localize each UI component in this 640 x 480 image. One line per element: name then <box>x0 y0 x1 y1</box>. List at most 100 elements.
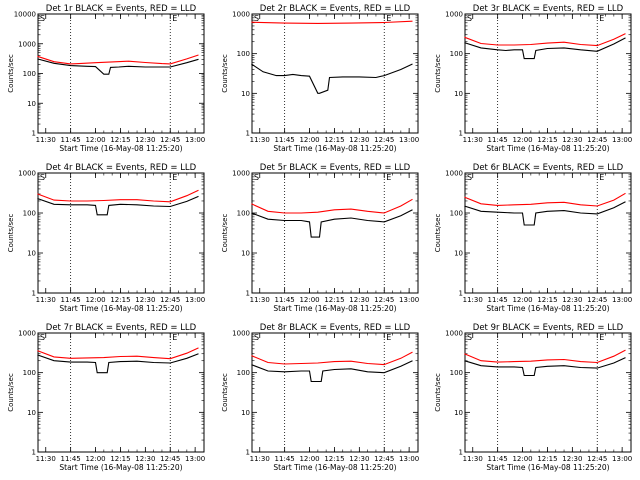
x-tick-label: 12:30 <box>135 455 155 463</box>
end-marker-letter: E <box>386 14 391 23</box>
x-tick-label: 13:00 <box>185 296 205 304</box>
y-tick-label: 100 <box>450 210 463 218</box>
plot-title: Det 1r BLACK = Events, RED = LLD <box>46 4 197 14</box>
end-marker-letter: E <box>599 333 604 342</box>
end-marker-letter: E <box>599 14 604 23</box>
x-tick-label: 11:45 <box>61 455 81 463</box>
x-tick-label: 12:00 <box>85 296 105 304</box>
x-tick-label: 11:30 <box>463 136 483 144</box>
y-tick-label: 1 <box>246 449 250 457</box>
x-tick-label: 12:15 <box>110 136 130 144</box>
y-tick-label: 10000 <box>14 11 36 19</box>
y-axis-label: Counts/sec <box>434 214 442 253</box>
detector-plot: Det 6r BLACK = Events, RED = LLD 1 10 100 10… <box>434 163 632 313</box>
y-tick-label: 100 <box>450 50 463 58</box>
y-tick-label: 1 <box>459 449 463 457</box>
series-line-lld <box>251 20 413 24</box>
x-tick-label: 13:00 <box>399 296 419 304</box>
plot-title: Det 4r BLACK = Events, RED = LLD <box>46 163 197 173</box>
y-tick-label: 100 <box>237 50 250 58</box>
x-tick-label: 12:00 <box>299 455 319 463</box>
x-tick-label: 11:45 <box>275 296 295 304</box>
x-axis-label: Start Time (16-May-08 11:25:20) <box>59 463 182 472</box>
start-marker-letter: S <box>467 14 472 23</box>
detector-plot: Det 9r BLACK = Events, RED = LLD 1 10 100 10… <box>434 323 632 472</box>
x-tick-label: 12:30 <box>562 455 582 463</box>
series-line-lld <box>37 347 199 360</box>
series-line-events <box>464 201 626 226</box>
series-line-events <box>464 357 626 377</box>
x-tick-label: 12:15 <box>324 136 344 144</box>
plot-title: Det 6r BLACK = Events, RED = LLD <box>473 163 624 173</box>
start-marker-letter: S <box>254 173 259 182</box>
y-tick-label: 1000 <box>445 170 463 178</box>
x-tick-label: 12:15 <box>537 455 557 463</box>
x-tick-label: 12:45 <box>160 455 180 463</box>
series-line-events <box>37 58 199 75</box>
y-tick-label: 100 <box>23 210 36 218</box>
x-tick-label: 12:30 <box>562 296 582 304</box>
start-marker-letter: S <box>40 14 45 23</box>
x-tick-label: 12:30 <box>349 296 369 304</box>
end-marker-letter: E <box>172 173 177 182</box>
y-tick-label: 1000 <box>18 330 36 338</box>
start-marker-letter: S <box>254 14 259 23</box>
x-tick-label: 12:30 <box>349 136 369 144</box>
y-axis-label: Counts/sec <box>434 373 442 412</box>
x-tick-label: 12:45 <box>160 136 180 144</box>
x-tick-label: 12:45 <box>587 136 607 144</box>
x-tick-label: 12:15 <box>110 455 130 463</box>
x-tick-label: 13:00 <box>185 136 205 144</box>
x-tick-label: 12:30 <box>135 136 155 144</box>
x-tick-label: 11:45 <box>488 455 508 463</box>
x-axis-label: Start Time (16-May-08 11:25:20) <box>59 144 182 153</box>
plot-frame <box>37 13 205 134</box>
series-line-lld <box>251 198 413 214</box>
x-tick-label: 12:00 <box>299 296 319 304</box>
start-marker-letter: S <box>467 173 472 182</box>
x-tick-label: 12:00 <box>85 136 105 144</box>
x-tick-label: 12:15 <box>324 296 344 304</box>
x-tick-label: 13:00 <box>185 455 205 463</box>
y-tick-label: 1000 <box>232 330 250 338</box>
series-line-events <box>37 353 199 374</box>
x-tick-label: 12:45 <box>160 296 180 304</box>
x-tick-label: 12:45 <box>374 296 394 304</box>
plot-frame <box>37 172 205 294</box>
plot-title: Det 8r BLACK = Events, RED = LLD <box>260 323 411 333</box>
y-tick-label: 10 <box>454 409 463 417</box>
y-tick-label: 10 <box>454 90 463 98</box>
y-tick-label: 1000 <box>445 11 463 19</box>
series-line-events <box>251 63 413 94</box>
x-tick-label: 11:45 <box>488 296 508 304</box>
series-line-lld <box>37 189 199 203</box>
y-tick-label: 10 <box>27 100 36 108</box>
plot-frame <box>251 172 419 294</box>
y-tick-label: 1000 <box>232 11 250 19</box>
end-marker-letter: E <box>386 333 391 342</box>
x-tick-label: 12:45 <box>374 455 394 463</box>
y-tick-label: 1 <box>32 290 36 298</box>
x-tick-label: 11:30 <box>250 455 270 463</box>
x-tick-label: 12:45 <box>587 296 607 304</box>
start-marker-letter: S <box>254 333 259 342</box>
y-tick-label: 1000 <box>445 330 463 338</box>
detector-plot: Det 7r BLACK = Events, RED = LLD 1 10 100 10… <box>7 323 205 472</box>
plot-title: Det 2r BLACK = Events, RED = LLD <box>260 4 411 14</box>
x-tick-label: 11:30 <box>463 296 483 304</box>
end-marker-letter: E <box>172 333 177 342</box>
y-tick-label: 10 <box>241 250 250 258</box>
x-tick-label: 12:00 <box>512 136 532 144</box>
series-line-lld <box>37 54 199 65</box>
plot-frame <box>37 332 205 453</box>
y-axis-label: Counts/sec <box>7 373 15 412</box>
x-tick-label: 11:45 <box>275 136 295 144</box>
y-axis-label: Counts/sec <box>221 373 229 412</box>
x-tick-label: 13:00 <box>399 455 419 463</box>
end-marker-letter: E <box>172 14 177 23</box>
series-line-events <box>251 360 413 383</box>
y-tick-label: 10 <box>241 409 250 417</box>
plot-title: Det 7r BLACK = Events, RED = LLD <box>46 323 197 333</box>
y-tick-label: 10 <box>241 90 250 98</box>
plot-title: Det 5r BLACK = Events, RED = LLD <box>260 163 411 173</box>
